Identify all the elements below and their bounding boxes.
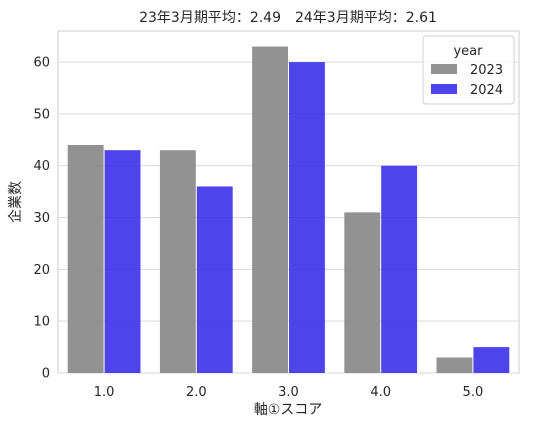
- bar-2023-3.0: [252, 46, 288, 373]
- bar-2024-1.0: [104, 150, 141, 373]
- bar-2024-4.0: [381, 165, 418, 373]
- bar-2023-1.0: [67, 145, 104, 373]
- legend-label-2024: 2024: [470, 83, 503, 98]
- x-tick-label: 3.0: [278, 385, 299, 400]
- legend: year 2023 2024: [422, 35, 515, 105]
- legend-title: year: [453, 44, 483, 59]
- y-tick-label: 40: [33, 159, 50, 174]
- bar-2023-2.0: [159, 150, 196, 373]
- bars: [67, 46, 510, 373]
- y-tick-label: 50: [33, 107, 50, 122]
- y-tick-label: 10: [33, 315, 50, 330]
- bar-2023-4.0: [344, 212, 381, 373]
- y-tick-label: 60: [33, 56, 50, 71]
- legend-label-2023: 2023: [470, 63, 503, 78]
- bar-2024-2.0: [196, 186, 233, 373]
- x-tick-label: 4.0: [370, 385, 391, 400]
- x-tick-label: 2.0: [186, 385, 207, 400]
- x-tick-label: 1.0: [94, 385, 115, 400]
- x-tick-label: 5.0: [463, 385, 484, 400]
- y-tick-label: 0: [42, 367, 50, 382]
- y-axis-label: 企業数: [7, 181, 24, 223]
- x-axis-label: 軸①スコア: [254, 402, 323, 418]
- tick-labels: 0 10 20 30 40 50 60 1.0 2.0 3.0 4.0 5.0: [33, 56, 483, 400]
- y-tick-label: 20: [33, 263, 50, 278]
- bar-2023-5.0: [436, 357, 473, 373]
- legend-swatch-2023: [431, 64, 457, 74]
- y-tick-label: 30: [33, 211, 50, 226]
- legend-swatch-2024: [431, 84, 457, 94]
- bar-2024-3.0: [289, 62, 325, 373]
- bar-2024-5.0: [473, 347, 510, 373]
- chart-title: 23年3月期平均：2.49 24年3月期平均：2.61: [139, 10, 437, 26]
